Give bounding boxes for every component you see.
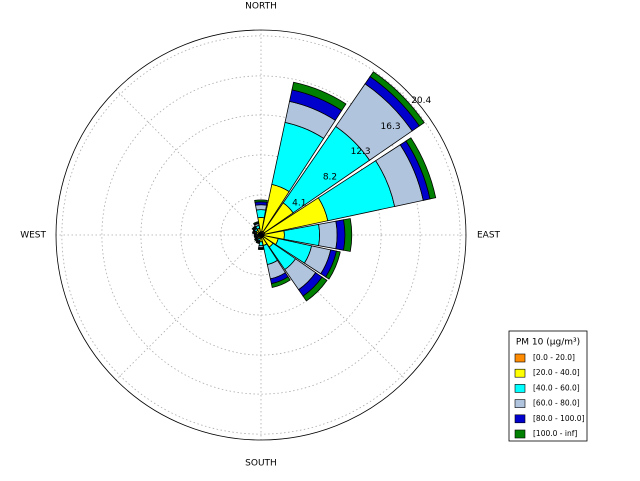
grid-circle <box>101 75 421 395</box>
r-tick-label: 20.4 <box>411 96 431 106</box>
legend-swatch <box>514 353 526 363</box>
bar-segment <box>253 233 256 237</box>
bar-segment <box>255 209 267 219</box>
outer-circle <box>55 29 467 441</box>
bar-segment <box>369 71 425 127</box>
legend-label: [80.0 - 100.0] <box>533 414 585 423</box>
legend-label: [20.0 - 40.0] <box>533 368 580 377</box>
bar-segment <box>291 81 347 112</box>
bar-segment <box>343 218 353 252</box>
legend-label: [0.0 - 20.0] <box>533 353 575 362</box>
bar-segment <box>405 137 437 200</box>
legend-swatch <box>514 399 526 408</box>
bar-segment <box>325 250 341 280</box>
direction-label: NORTH <box>245 2 277 12</box>
r-tick-label: 4.1 <box>292 198 306 208</box>
grid-circle <box>140 114 382 356</box>
bar-segment <box>318 220 338 250</box>
legend-label: [60.0 - 80.0] <box>533 399 580 408</box>
bar-segment <box>253 221 259 225</box>
radial-grid-line <box>115 89 262 236</box>
bar-segment <box>257 247 265 251</box>
bar-segment <box>255 204 267 211</box>
r-tick-label: 16.3 <box>381 122 401 132</box>
legend-swatch <box>514 414 526 424</box>
bar-segment <box>302 276 328 302</box>
legend-swatch <box>514 429 526 439</box>
direction-label: SOUTH <box>245 459 277 469</box>
r-tick-label: 12.3 <box>351 147 371 157</box>
legend-swatch <box>514 384 526 393</box>
grid-circle <box>61 35 461 435</box>
radial-grid-line <box>115 234 262 381</box>
bar-segment <box>270 276 291 288</box>
bar-segment <box>254 199 268 203</box>
bar-segment <box>335 219 346 251</box>
legend-title: PM 10 (μg/m³) <box>516 338 580 348</box>
r-tick-label: 8.2 <box>323 173 337 183</box>
legend-label: [40.0 - 60.0] <box>533 383 580 392</box>
bar-segment <box>251 225 257 231</box>
legend-label: [100.0 - inf] <box>533 429 577 438</box>
bar-segment <box>251 229 256 234</box>
direction-label: EAST <box>477 231 501 241</box>
bar-segment <box>255 240 260 245</box>
direction-label: WEST <box>20 231 46 241</box>
bar-segment <box>254 238 258 242</box>
legend-swatch <box>514 368 526 378</box>
